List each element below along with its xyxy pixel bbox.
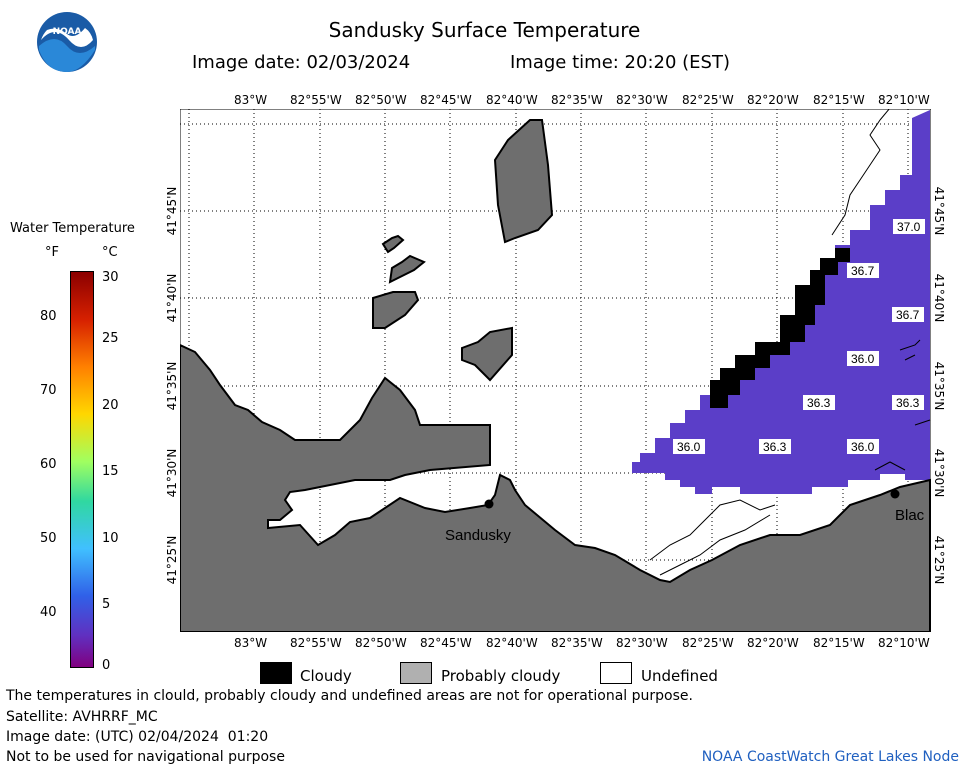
lat-label-left: 41°25'N xyxy=(165,535,179,585)
lon-label-top: 83°W xyxy=(234,93,268,107)
f-tick: 40 xyxy=(40,605,57,620)
c-tick: 15 xyxy=(102,464,119,479)
lon-label-top: 82°55'W xyxy=(290,93,342,107)
temp-label: 36.3 xyxy=(896,396,920,410)
blac-marker xyxy=(890,489,900,499)
footer-disclaimer: The temperatures in clould, probably clo… xyxy=(6,688,693,704)
lon-label-top: 82°10'W xyxy=(878,93,930,107)
lon-label-bottom: 82°50'W xyxy=(355,636,407,650)
lon-label-top: 82°45'W xyxy=(420,93,472,107)
lon-label-top: 82°15'W xyxy=(813,93,865,107)
lat-label-right: 41°40'N xyxy=(932,273,946,323)
legend-cloudy-label: Cloudy xyxy=(300,667,352,685)
lon-label-bottom: 82°15'W xyxy=(813,636,865,650)
f-tick: 60 xyxy=(40,457,57,472)
lat-label-right: 41°25'N xyxy=(932,535,946,585)
colorbar-unit-c: °C xyxy=(102,245,118,260)
c-tick: 20 xyxy=(102,398,119,413)
sandusky-marker xyxy=(484,499,494,509)
temperature-labels: 37.0 36.7 36.7 36.0 36.3 36.3 36.0 36.3 … xyxy=(673,219,925,454)
colorbar-unit-f: °F xyxy=(45,245,59,260)
lon-label-bottom: 82°45'W xyxy=(420,636,472,650)
lon-label-bottom: 83°W xyxy=(234,636,268,650)
c-tick: 0 xyxy=(102,658,111,673)
image-date: Image date: 02/03/2024 xyxy=(192,52,411,73)
legend-undefined-label: Undefined xyxy=(641,667,718,685)
lon-label-top: 82°40'W xyxy=(486,93,538,107)
colorbar xyxy=(70,271,94,668)
lat-label-right: 41°45'N xyxy=(932,186,946,236)
lon-label-bottom: 82°55'W xyxy=(290,636,342,650)
footer-navigation-warning: Not to be used for navigational purpose xyxy=(6,749,285,765)
lon-label-bottom: 82°40'W xyxy=(486,636,538,650)
c-tick: 5 xyxy=(102,597,111,612)
f-tick: 70 xyxy=(40,383,57,398)
footer-node-link[interactable]: NOAA CoastWatch Great Lakes Node xyxy=(701,749,959,765)
legend-cloudy-swatch xyxy=(260,662,292,684)
lon-label-bottom: 82°10'W xyxy=(878,636,930,650)
c-tick: 30 xyxy=(102,270,119,285)
lon-label-bottom: 82°25'W xyxy=(682,636,734,650)
f-tick: 80 xyxy=(40,309,57,324)
lon-label-bottom: 82°35'W xyxy=(551,636,603,650)
image-time: Image time: 20:20 (EST) xyxy=(510,52,730,73)
temp-label: 36.0 xyxy=(851,352,875,366)
lat-label-left: 41°30'N xyxy=(165,448,179,498)
lon-label-top: 82°30'W xyxy=(616,93,668,107)
temp-label: 36.7 xyxy=(851,264,875,278)
footer-utc-date: Image date: (UTC) 02/04/2024 01:20 xyxy=(6,729,269,745)
water-temperature-area xyxy=(632,110,930,494)
lon-label-bottom: 82°20'W xyxy=(747,636,799,650)
lon-label-bottom: 82°30'W xyxy=(616,636,668,650)
lat-label-right: 41°30'N xyxy=(932,448,946,498)
lon-label-top: 82°20'W xyxy=(747,93,799,107)
land xyxy=(180,119,931,632)
lon-label-top: 82°50'W xyxy=(355,93,407,107)
lon-label-top: 82°25'W xyxy=(682,93,734,107)
f-tick: 50 xyxy=(40,531,57,546)
temp-label: 36.3 xyxy=(763,440,787,454)
temp-label: 36.7 xyxy=(896,308,920,322)
sandusky-label: Sandusky xyxy=(445,527,511,544)
lat-label-left: 41°45'N xyxy=(165,186,179,236)
cloud-area xyxy=(710,248,850,408)
temp-label: 37.0 xyxy=(897,220,921,234)
svg-text:NOAA: NOAA xyxy=(53,27,82,37)
lon-label-top: 82°35'W xyxy=(551,93,603,107)
lat-label-right: 41°35'N xyxy=(932,361,946,411)
footer-satellite: Satellite: AVHRRF_MC xyxy=(6,709,158,725)
legend-probably-cloudy-swatch xyxy=(400,662,432,684)
map-svg: Sandusky Blac 37.0 36.7 36.7 36.0 36.3 3… xyxy=(180,109,931,632)
undefined-outlines xyxy=(649,109,931,576)
noaa-logo: NOAA xyxy=(37,12,97,72)
legend-probably-cloudy-label: Probably cloudy xyxy=(441,667,561,685)
blac-label: Blac xyxy=(895,507,925,524)
map-title: Sandusky Surface Temperature xyxy=(328,18,641,42)
legend-undefined-swatch xyxy=(600,662,632,684)
c-tick: 25 xyxy=(102,331,119,346)
lat-label-left: 41°40'N xyxy=(165,273,179,323)
lat-label-left: 41°35'N xyxy=(165,361,179,411)
colorbar-title: Water Temperature xyxy=(10,221,135,236)
temp-label: 36.3 xyxy=(807,396,831,410)
c-tick: 10 xyxy=(102,531,119,546)
temp-label: 36.0 xyxy=(851,440,875,454)
temp-label: 36.0 xyxy=(677,440,701,454)
